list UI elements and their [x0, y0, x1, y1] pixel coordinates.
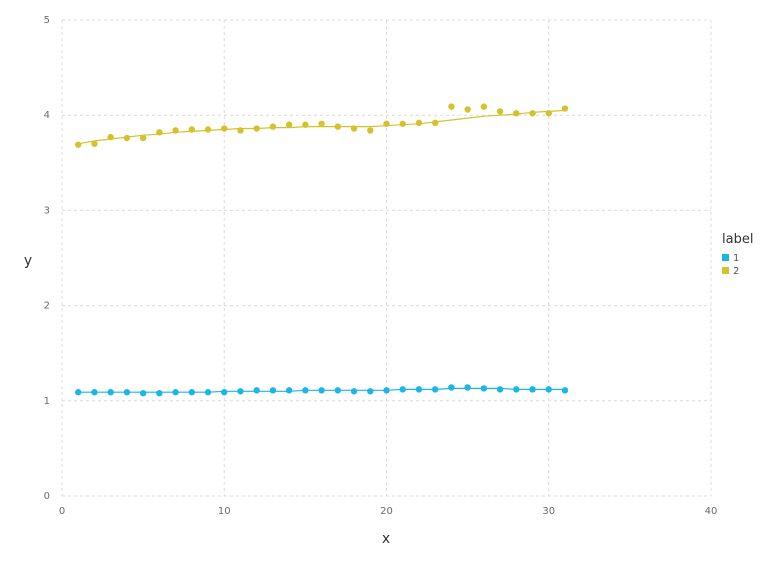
legend: label 12	[722, 232, 753, 277]
data-point	[529, 386, 536, 393]
grid	[61, 19, 712, 497]
data-point	[172, 127, 179, 134]
data-point	[139, 389, 147, 397]
data-point	[318, 387, 325, 394]
data-point	[464, 384, 471, 391]
x-tick-label: 20	[380, 506, 393, 517]
data-point	[529, 110, 536, 117]
data-point	[302, 121, 309, 128]
legend-swatch	[722, 254, 729, 261]
data-point	[318, 120, 325, 127]
data-point	[334, 123, 342, 130]
data-point	[399, 120, 406, 127]
data-point	[431, 119, 439, 127]
data-point	[204, 126, 212, 133]
data-point	[237, 388, 244, 395]
data-point	[75, 389, 82, 396]
data-point	[480, 103, 488, 110]
data-point	[156, 389, 163, 397]
legend-label: 2	[733, 266, 739, 277]
data-point	[302, 387, 309, 394]
data-point	[513, 110, 520, 117]
data-point	[399, 386, 406, 393]
data-point	[561, 105, 569, 112]
x-axis-title: x	[382, 531, 390, 547]
legend-label: 1	[733, 253, 739, 264]
data-point	[107, 133, 114, 141]
data-point	[383, 387, 390, 394]
data-point	[188, 389, 195, 396]
data-point	[480, 385, 488, 392]
data-point	[75, 141, 82, 148]
data-point	[221, 389, 228, 396]
data-point	[545, 386, 552, 393]
data-point	[123, 134, 131, 142]
data-point	[285, 387, 293, 394]
data-point	[513, 386, 520, 393]
data-point	[221, 125, 228, 132]
data-point	[91, 140, 98, 147]
data-point	[172, 389, 179, 396]
y-tick-label: 2	[44, 301, 50, 312]
data-point	[253, 125, 260, 132]
legend-title: label	[722, 232, 753, 247]
data-point	[448, 384, 455, 391]
series-1	[75, 384, 569, 397]
y-tick-label: 0	[44, 491, 50, 502]
data-point	[204, 389, 212, 396]
x-tick-label: 10	[218, 506, 231, 517]
data-point	[431, 386, 439, 393]
data-point	[350, 125, 358, 132]
y-tick-label: 4	[44, 110, 50, 121]
data-point	[269, 123, 277, 130]
data-point	[237, 127, 244, 134]
legend-swatch	[722, 267, 729, 274]
data-point	[415, 386, 423, 393]
data-point	[448, 103, 455, 110]
x-tick-label: 0	[59, 506, 65, 517]
data-point	[367, 127, 374, 134]
x-tick-label: 40	[705, 506, 718, 517]
data-point	[561, 387, 569, 394]
data-point	[545, 110, 552, 117]
data-point	[350, 388, 358, 395]
data-point	[123, 389, 131, 396]
data-point	[334, 387, 342, 394]
data-point	[188, 126, 195, 133]
tick-labels: 0 10 20 30 40 0 1 2 3 4 5	[44, 15, 718, 517]
y-tick-label: 3	[44, 205, 50, 216]
series-2	[75, 103, 569, 148]
data-point	[415, 119, 423, 127]
data-point	[367, 388, 374, 395]
series-layer	[75, 103, 569, 397]
y-tick-label: 1	[44, 396, 50, 407]
data-point	[91, 389, 98, 396]
data-point	[139, 134, 147, 142]
data-point	[285, 121, 293, 128]
data-point	[496, 108, 504, 115]
data-point	[253, 387, 260, 394]
y-tick-label: 5	[44, 15, 50, 26]
data-point	[496, 386, 504, 393]
y-axis-title: y	[24, 253, 32, 269]
data-point	[464, 106, 471, 113]
data-point	[107, 389, 114, 396]
x-tick-label: 30	[542, 506, 555, 517]
data-point	[269, 387, 277, 394]
data-point	[156, 129, 163, 136]
data-point	[383, 120, 390, 127]
legend-items: 12	[722, 253, 739, 277]
